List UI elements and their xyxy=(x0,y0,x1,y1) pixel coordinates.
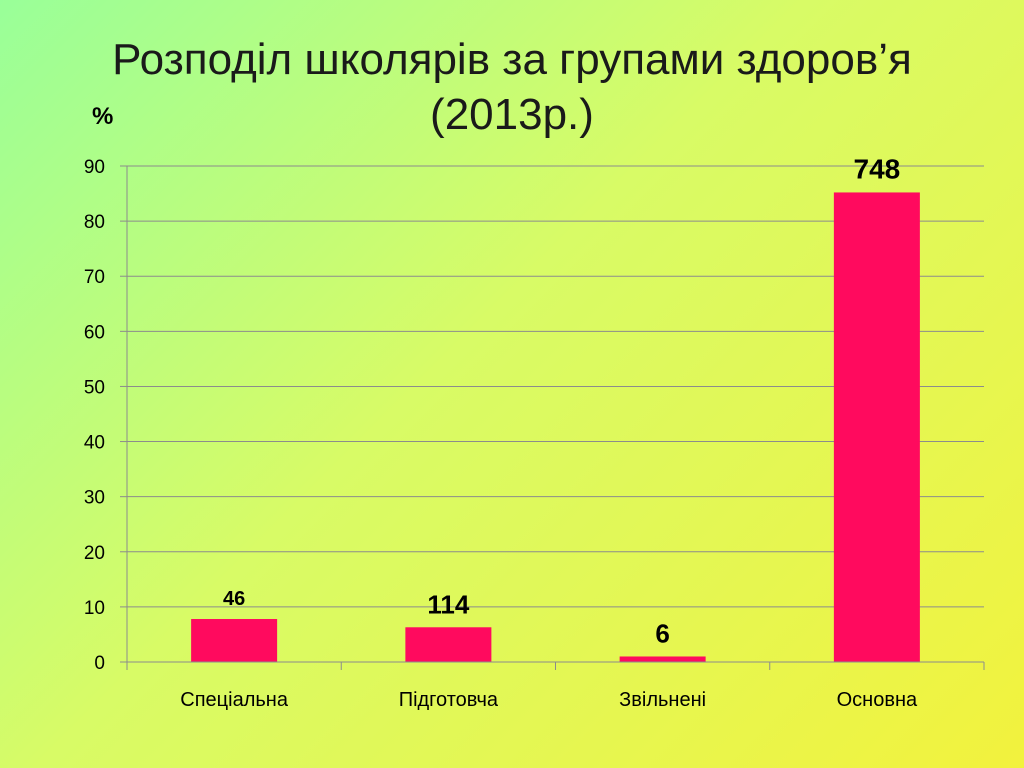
axes xyxy=(120,166,985,670)
x-axis-categories: Спеціальна Підготовча Звільнені Основна xyxy=(180,689,918,711)
y-tick-label: 90 xyxy=(84,157,105,178)
x-category-label: Підготовча xyxy=(399,689,499,711)
y-tick-label: 0 xyxy=(94,653,105,674)
y-tick-label: 60 xyxy=(84,322,105,343)
x-category-label: Спеціальна xyxy=(180,689,289,711)
y-axis-ticks: 0 10 20 30 40 50 60 70 80 90 xyxy=(84,157,127,674)
data-label: 114 xyxy=(427,589,469,619)
y-tick-label: 30 xyxy=(84,488,105,509)
chart-title: Розподіл школярів за групами здоров’я xyxy=(112,35,912,84)
bars xyxy=(191,192,920,662)
chart-subtitle: (2013р.) xyxy=(430,90,594,139)
y-tick-label: 70 xyxy=(84,267,105,288)
data-label: 748 xyxy=(854,153,901,184)
y-tick-label: 80 xyxy=(84,212,105,233)
x-category-label: Звільнені xyxy=(619,689,706,711)
data-label: 46 xyxy=(223,588,245,610)
bar xyxy=(833,192,920,662)
bar xyxy=(405,627,492,662)
bar xyxy=(191,619,278,662)
y-tick-label: 10 xyxy=(84,598,105,619)
bar xyxy=(619,656,706,662)
data-label: 6 xyxy=(655,618,669,648)
y-tick-label: 20 xyxy=(84,543,105,564)
x-category-label: Основна xyxy=(837,689,918,711)
y-tick-label: 50 xyxy=(84,377,105,398)
y-tick-label: 40 xyxy=(84,433,105,454)
y-unit-label: % xyxy=(92,103,114,130)
data-labels: 46 114 6 748 xyxy=(223,153,900,648)
